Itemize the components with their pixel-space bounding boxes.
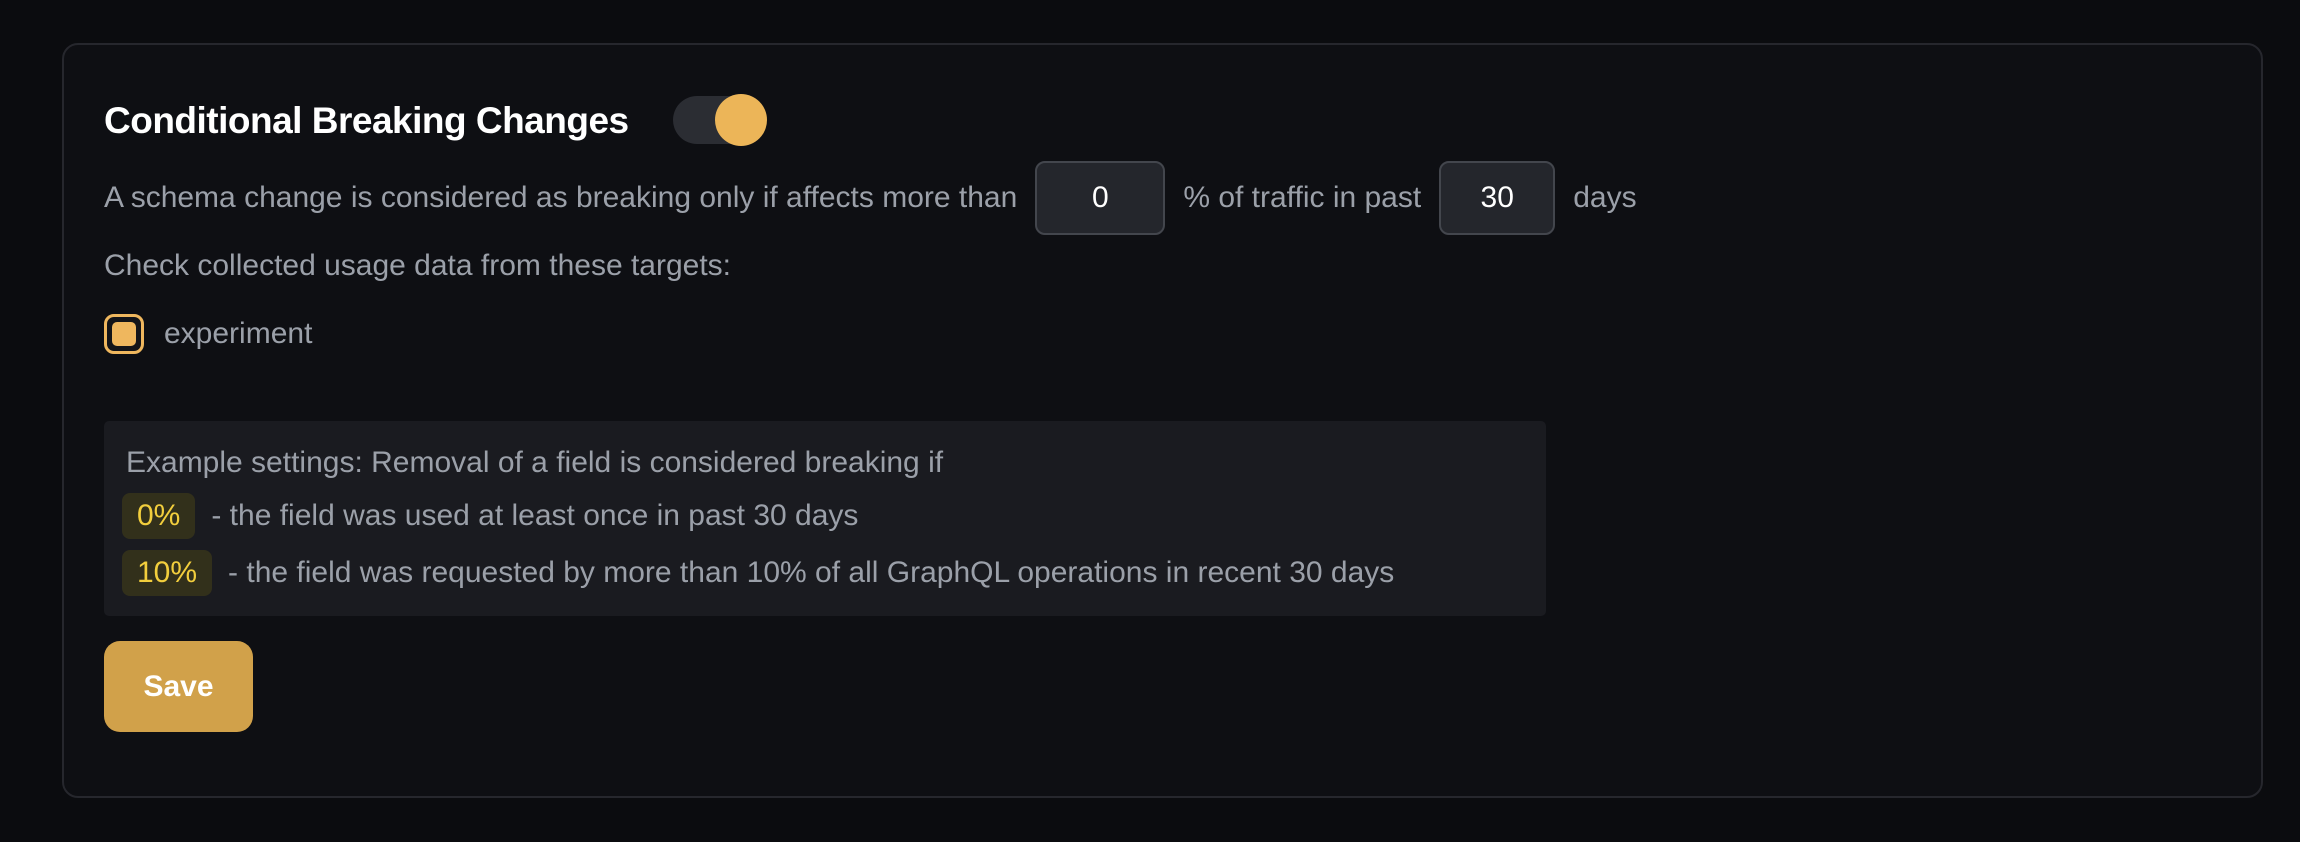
threshold-settings-row: A schema change is considered as breakin… <box>104 161 2221 235</box>
example-rule-row: 10% - the field was requested by more th… <box>122 550 1526 596</box>
days-input[interactable] <box>1439 161 1556 235</box>
conditional-breaking-changes-toggle[interactable] <box>672 94 767 146</box>
rule-text: - the field was used at least once in pa… <box>211 499 859 532</box>
checkbox-checked-icon <box>112 322 136 346</box>
toggle-knob-icon <box>714 94 767 146</box>
percentage-badge: 10% <box>122 550 213 596</box>
panel-header: Conditional Breaking Changes <box>104 93 2221 147</box>
conditional-breaking-changes-panel: Conditional Breaking Changes A schema ch… <box>62 43 2263 798</box>
target-checkbox-experiment[interactable] <box>104 314 144 354</box>
page-title: Conditional Breaking Changes <box>104 99 629 141</box>
description-part3: days <box>1573 181 1637 214</box>
description-part1: A schema change is considered as breakin… <box>104 181 1018 214</box>
percentage-badge: 0% <box>122 493 196 539</box>
target-row-experiment: experiment <box>104 314 2221 354</box>
example-rule-row: 0% - the field was used at least once in… <box>122 493 1526 539</box>
target-name-label: experiment <box>164 317 313 350</box>
example-settings-box: Example settings: Removal of a field is … <box>104 421 1546 616</box>
targets-label: Check collected usage data from these ta… <box>104 249 732 282</box>
example-intro-text: Example settings: Removal of a field is … <box>126 446 944 479</box>
save-button[interactable]: Save <box>104 641 253 732</box>
description-part2: % of traffic in past <box>1183 181 1422 214</box>
percentage-input[interactable] <box>1035 161 1166 235</box>
rule-text: - the field was requested by more than 1… <box>228 556 1395 589</box>
